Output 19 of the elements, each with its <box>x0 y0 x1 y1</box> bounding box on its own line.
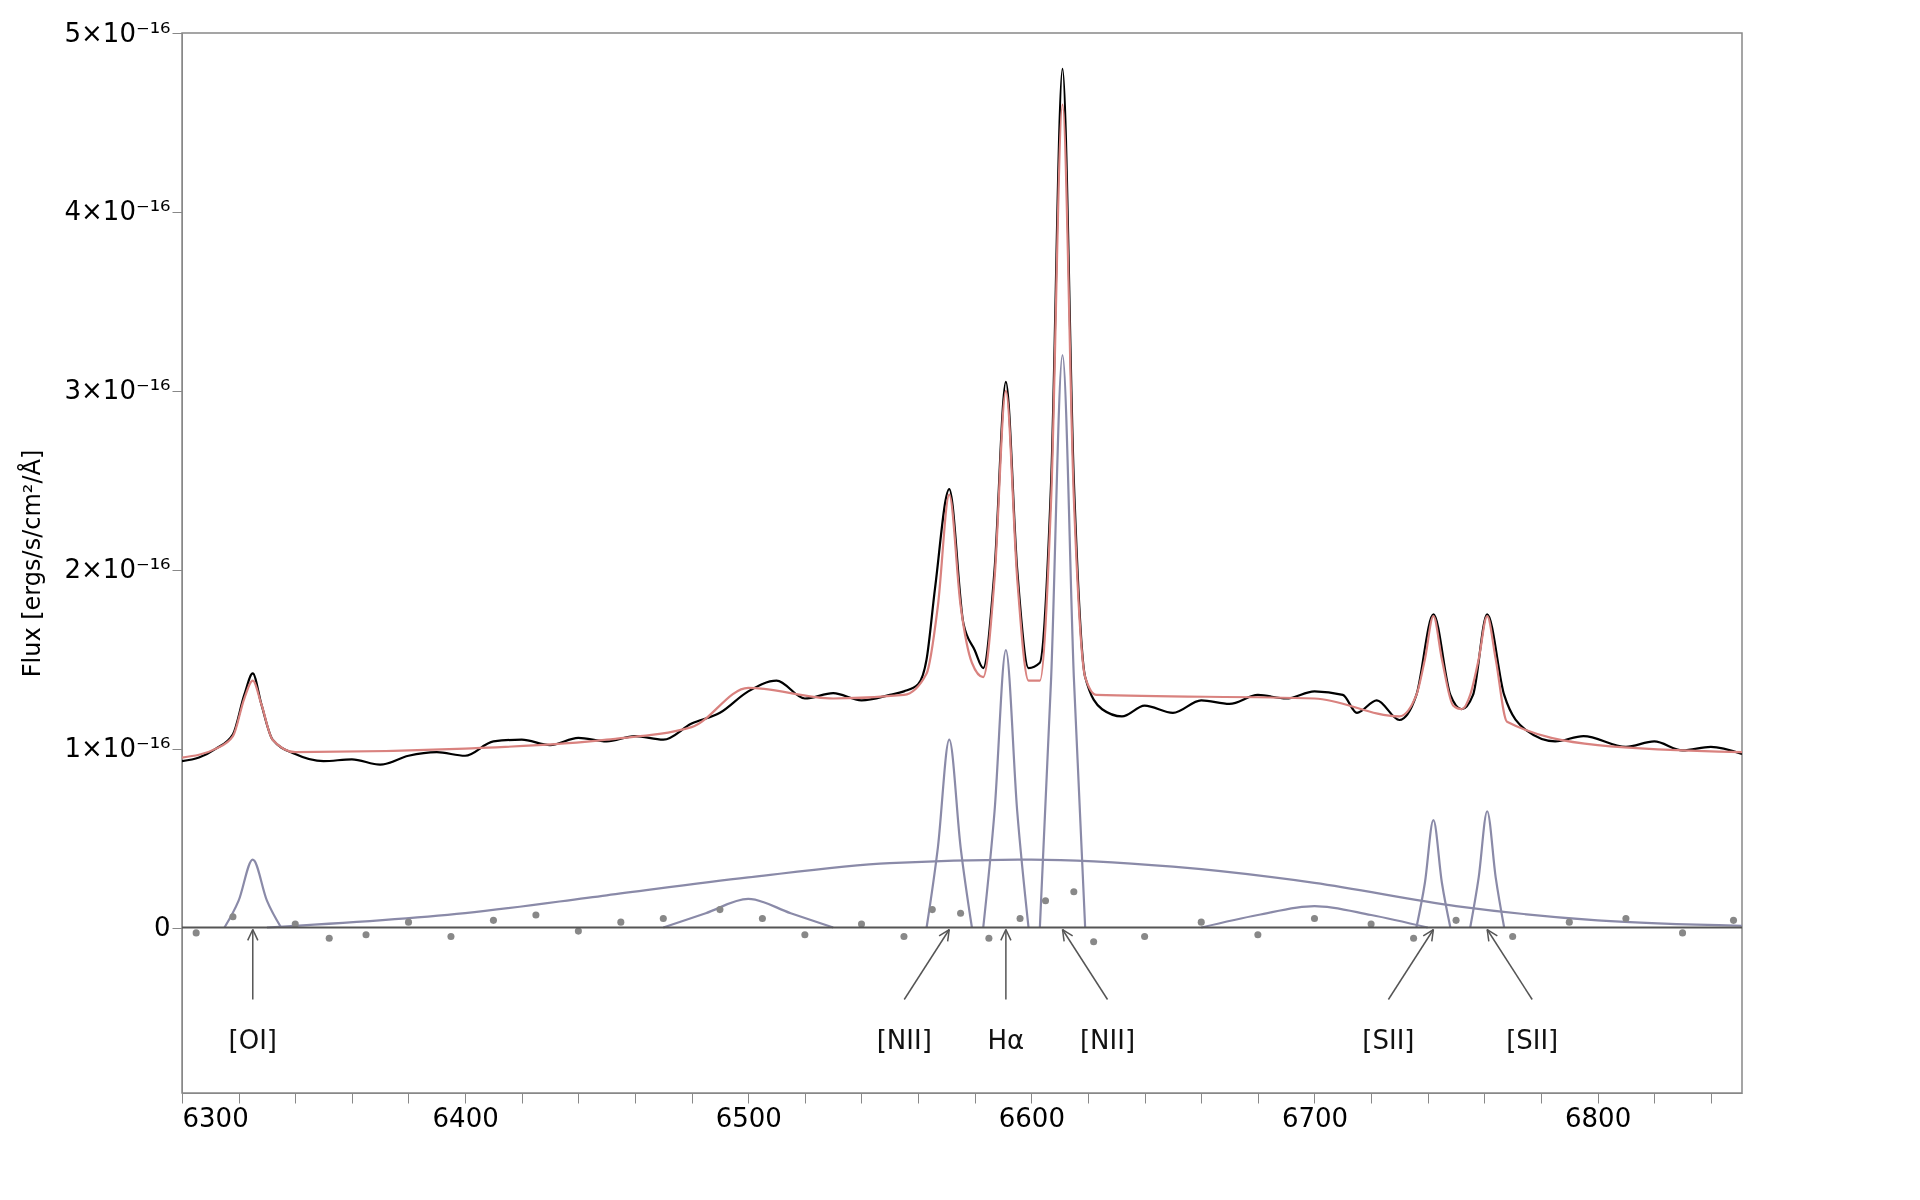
x-tick-label: 6800 <box>1565 1102 1632 1133</box>
annotation: [SII] <box>1506 1024 1559 1055</box>
x-tick-label: 6700 <box>1281 1102 1349 1133</box>
annotation: [SII] <box>1362 1024 1415 1055</box>
y-tick-label: 4×10⁻¹⁶ <box>64 196 171 227</box>
annotation: Hα <box>987 1024 1025 1055</box>
annotation: [OI] <box>228 1024 277 1055</box>
x-tick-label: 6600 <box>998 1102 1065 1133</box>
y-tick-label: 2×10⁻¹⁶ <box>64 554 171 585</box>
y-axis-title: Flux [ergs/s/cm²/Å] <box>16 449 46 678</box>
x-tick-label: 6400 <box>432 1102 499 1133</box>
annotation: [NII] <box>1079 1024 1136 1055</box>
x-tick-label: 6500 <box>715 1102 782 1133</box>
x-tick-label: 6300 <box>182 1102 249 1133</box>
y-tick-label: 0 <box>153 912 171 943</box>
y-tick-label: 3×10⁻¹⁶ <box>64 375 171 406</box>
annotation: [NII] <box>876 1024 932 1055</box>
y-tick-label: 1×10⁻¹⁶ <box>64 733 171 764</box>
y-tick-label: 5×10⁻¹⁶ <box>64 17 171 48</box>
